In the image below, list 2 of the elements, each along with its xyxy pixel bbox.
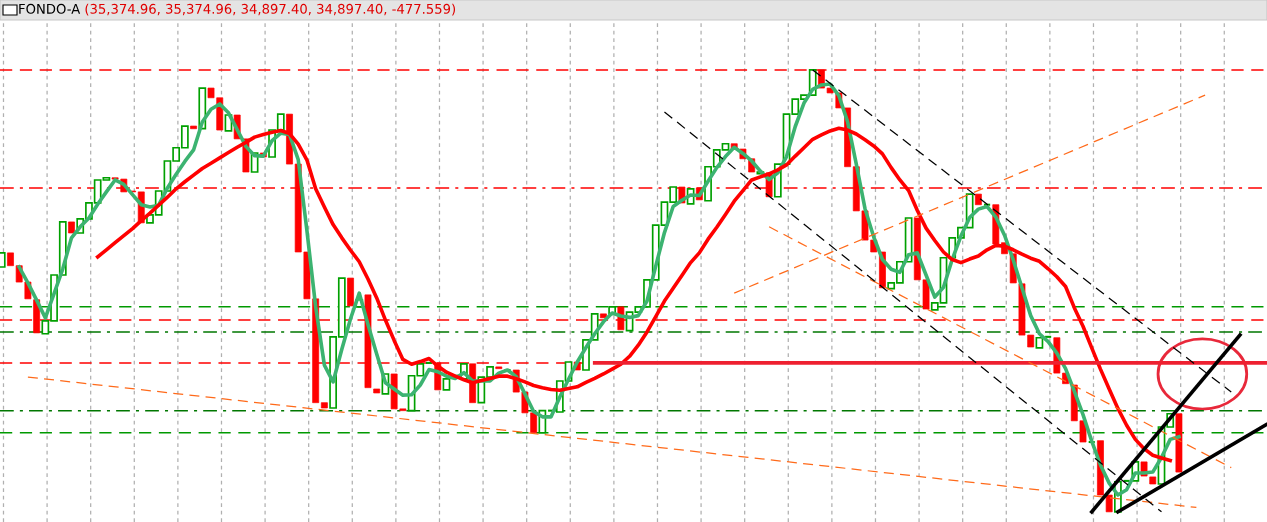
chart-title: FONDO-A [19, 3, 81, 14]
chart-subtitle: (35,374.96, 35,374.96, 34,897.40, 34,897.40, -477.559) [85, 3, 456, 16]
